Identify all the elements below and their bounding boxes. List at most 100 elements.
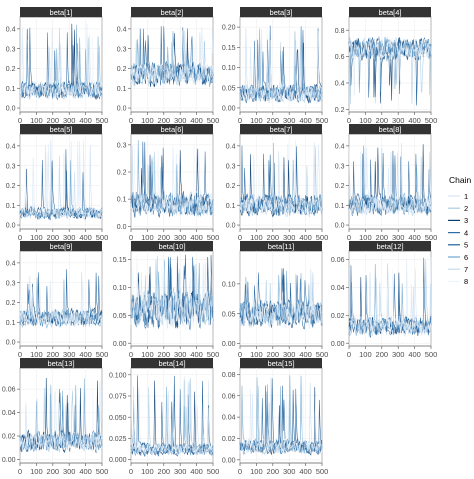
x-tick-label: 100	[141, 350, 154, 359]
y-tick-label: 0.1	[117, 86, 127, 93]
y-tick-label: 0.2	[6, 66, 16, 73]
legend-label: 3	[464, 216, 468, 225]
x-tick-label: 500	[96, 350, 109, 359]
x-tick-label: 100	[30, 350, 43, 359]
x-tick-label: 200	[267, 116, 280, 125]
x-tick-label: 200	[376, 350, 389, 359]
trace-chain-7	[348, 272, 432, 336]
trace-chain-8	[130, 30, 214, 86]
x-tick-label: 500	[316, 233, 329, 242]
y-tick-label: 0.05	[222, 85, 236, 92]
y-tick-label: 0.2	[226, 183, 236, 190]
y-tick-label: 0.4	[335, 143, 345, 150]
legend-label: 2	[464, 204, 468, 213]
y-tick-label: 0.6	[335, 54, 345, 61]
x-tick-label: 200	[47, 233, 60, 242]
y-tick-label: 0.0	[6, 223, 16, 230]
trace-chain-6	[348, 263, 432, 336]
y-tick-label: 0.1	[6, 203, 16, 210]
x-tick-label: 100	[250, 350, 263, 359]
y-tick-label: 0.2	[117, 170, 127, 177]
legend-label: 4	[464, 228, 468, 237]
facet-panel-5: beta[5] 0.0 0.1 0.2 0.3 0.4 0 100 200 300 400 500	[6, 124, 108, 242]
x-tick-label: 400	[190, 233, 203, 242]
x-tick-label: 300	[63, 116, 76, 125]
strip-background	[131, 7, 213, 17]
trace-chain-8	[239, 381, 323, 455]
x-tick-label: 400	[299, 350, 312, 359]
y-tick-label: 0.04	[331, 285, 345, 292]
facet-panel-9: beta[9] 0.0 0.1 0.2 0.3 0.4 0 100 200 300 400 500	[6, 241, 108, 359]
y-tick-label: 0.100	[109, 372, 127, 379]
x-tick-label: 300	[283, 233, 296, 242]
x-tick-label: 0	[129, 350, 133, 359]
legend-label: 5	[464, 241, 468, 250]
facet-panel-2: beta[2] 0.0 0.1 0.2 0.3 0.4 0 100 200 300 400 500	[117, 7, 219, 125]
trace-chain-4	[348, 37, 432, 98]
x-tick-label: 400	[79, 467, 92, 474]
strip-background	[20, 358, 102, 368]
x-tick-label: 300	[283, 116, 296, 125]
x-tick-label: 500	[207, 350, 220, 359]
y-tick-label: 0.000	[109, 457, 127, 464]
y-tick-label: 0.10	[222, 281, 236, 288]
x-tick-label: 500	[425, 233, 438, 242]
trace-chain-7	[239, 28, 323, 103]
y-tick-label: 0.0	[117, 106, 127, 113]
x-tick-label: 100	[250, 467, 263, 474]
x-tick-label: 100	[30, 467, 43, 474]
facet-panel-10: beta[10] 0.00 0.05 0.10 0.15 0 100 200 300 400 500	[113, 241, 219, 359]
y-tick-label: 0.3	[335, 163, 345, 170]
x-tick-label: 500	[425, 350, 438, 359]
y-tick-label: 0.06	[2, 387, 16, 394]
trace-chain-4	[130, 389, 214, 458]
y-tick-label: 0.0	[6, 106, 16, 113]
trace-chain-8	[348, 267, 432, 336]
trace-chain-7	[130, 266, 214, 328]
x-tick-label: 0	[347, 233, 351, 242]
x-tick-label: 0	[18, 116, 22, 125]
trace-chain-7	[130, 377, 214, 456]
x-tick-label: 500	[316, 467, 329, 474]
x-tick-label: 300	[392, 116, 405, 125]
strip-background	[240, 7, 322, 17]
strip-background	[349, 124, 431, 134]
x-tick-label: 400	[190, 116, 203, 125]
x-tick-label: 0	[238, 233, 242, 242]
legend-label: 6	[464, 253, 468, 262]
x-tick-label: 400	[79, 233, 92, 242]
x-tick-label: 200	[158, 467, 171, 474]
x-tick-label: 200	[47, 116, 60, 125]
x-tick-label: 500	[96, 467, 109, 474]
x-tick-label: 100	[359, 116, 372, 125]
legend: Chain 1 2 3 4 5 6 7 8	[448, 175, 471, 286]
x-tick-label: 400	[408, 116, 421, 125]
x-tick-label: 500	[207, 116, 220, 125]
strip-label: beta[13]	[47, 359, 74, 368]
x-tick-label: 500	[207, 233, 220, 242]
x-tick-label: 400	[190, 350, 203, 359]
y-tick-label: 0.04	[222, 415, 236, 422]
y-tick-label: 0.075	[109, 394, 127, 401]
strip-background	[240, 241, 322, 251]
trace-chain-8	[239, 145, 323, 216]
trace-chain-6	[130, 258, 214, 328]
y-tick-label: 0.2	[6, 183, 16, 190]
x-tick-label: 100	[141, 116, 154, 125]
x-tick-label: 400	[79, 350, 92, 359]
strip-label: beta[5]	[50, 125, 73, 134]
facet-panel-12: beta[12] 0.00 0.02 0.04 0.06 0 100 200 300 400 500	[331, 241, 437, 359]
y-tick-label: 0.2	[6, 300, 16, 307]
strip-background	[349, 241, 431, 251]
trace-chain-8	[130, 443, 214, 457]
x-tick-label: 300	[63, 467, 76, 474]
x-tick-label: 500	[316, 116, 329, 125]
y-tick-label: 0.1	[226, 203, 236, 210]
x-tick-label: 500	[207, 467, 220, 474]
trace-chain-1	[239, 140, 323, 216]
trace-chain-7	[239, 382, 323, 454]
strip-background	[131, 241, 213, 251]
y-tick-label: 0.025	[109, 436, 127, 443]
facet-panel-15: beta[15] 0.00 0.02 0.04 0.06 0.08 0 100 200 300 40…	[222, 358, 329, 476]
facet-panel-13: beta[13] 0.00 0.02 0.04 0.06 0 100 200 300 400 500	[2, 358, 109, 476]
